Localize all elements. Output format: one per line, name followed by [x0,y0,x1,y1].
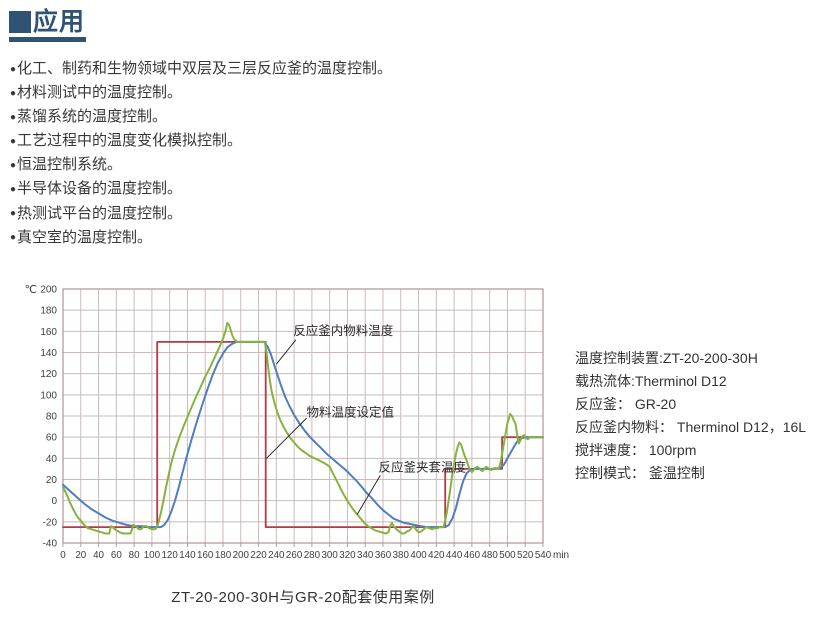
bullet-icon: ● [10,111,17,123]
section-marker-icon [9,11,31,33]
svg-text:80: 80 [129,550,140,561]
svg-text:120: 120 [40,369,57,380]
svg-text:440: 440 [446,550,463,561]
condition-line: 反应釜： GR-20 [575,396,677,412]
condition-line: 温度控制装置:ZT-20-200-30H [575,350,758,366]
svg-text:540: 540 [535,550,552,561]
application-item: ●半导体设备的温度控制。 [10,180,183,198]
svg-text:200: 200 [40,285,57,296]
svg-text:100: 100 [40,390,57,401]
condition-line: 控制模式： 釜温控制 [575,465,705,481]
svg-text:260: 260 [286,550,303,561]
svg-text:160: 160 [197,550,214,561]
svg-text:40: 40 [46,454,58,465]
svg-text:500: 500 [499,550,516,561]
svg-text:360: 360 [375,550,392,561]
svg-text:380: 380 [393,550,410,561]
bullet-icon: ● [10,63,17,75]
svg-text:400: 400 [410,550,427,561]
svg-text:40: 40 [93,550,104,561]
application-item: ●恒温控制系统。 [10,156,123,174]
section-title: 应用 [33,8,86,36]
svg-text:20: 20 [46,475,58,486]
applications-list: ●化工、制药和生物领域中双层及三层反应釜的温度控制。 ●材料测试中的温度控制。 … [10,57,392,250]
bullet-icon: ● [10,208,17,220]
application-item: ●热测试平台的温度控制。 [10,204,183,222]
svg-text:320: 320 [339,550,356,561]
svg-text:160: 160 [40,327,57,338]
test-conditions: 温度控制装置:ZT-20-200-30H 载热流体:Therminol D12 … [575,347,806,485]
svg-text:420: 420 [428,550,445,561]
svg-text:20: 20 [75,550,86,561]
svg-text:反应釜内物料温度: 反应釜内物料温度 [293,323,394,338]
svg-text:0: 0 [60,550,66,561]
application-item: ●真空室的温度控制。 [10,228,153,246]
bullet-icon: ● [10,135,17,147]
svg-text:340: 340 [357,550,374,561]
svg-text:-40: -40 [43,539,58,550]
svg-text:60: 60 [111,550,122,561]
svg-text:100: 100 [144,550,161,561]
svg-text:520: 520 [517,550,534,561]
svg-text:80: 80 [46,412,58,423]
svg-text:280: 280 [304,550,321,561]
condition-line: 搅拌速度： 100rpm [575,442,697,458]
temperature-chart: 0 20 40 60 80 100 120 140 160 180 200 220 240 260 280 3… [25,284,569,561]
svg-text:140: 140 [179,550,196,561]
svg-text:220: 220 [250,550,267,561]
application-item: ●工艺过程中的温度变化模拟控制。 [10,132,243,150]
application-item: ●材料测试中的温度控制。 [10,84,183,102]
svg-text:200: 200 [233,550,250,561]
condition-line: 载热流体:Therminol D12 [575,373,727,389]
svg-text:物料温度设定值: 物料温度设定值 [307,404,395,419]
svg-text:反应釜夹套温度: 反应釜夹套温度 [379,459,467,474]
svg-text:240: 240 [268,550,285,561]
bullet-icon: ● [10,87,17,99]
svg-text:460: 460 [464,550,481,561]
section-header: 应用 [9,9,85,35]
svg-text:120: 120 [161,550,178,561]
svg-text:℃: ℃ [25,284,37,296]
bullet-icon: ● [10,159,17,171]
svg-text:180: 180 [40,306,57,317]
svg-text:480: 480 [481,550,498,561]
svg-text:140: 140 [40,348,57,359]
application-item: ●蒸馏系统的温度控制。 [10,108,168,126]
svg-text:300: 300 [321,550,338,561]
application-item: ●化工、制药和生物领域中双层及三层反应釜的温度控制。 [10,60,393,77]
bullet-icon: ● [10,232,17,244]
chart-caption: ZT-20-200-30H与GR-20配套使用案例 [171,589,435,606]
svg-text:0: 0 [51,496,57,507]
temperature-chart-container: 0 20 40 60 80 100 120 140 160 180 200 220 240 260 280 3… [15,278,585,570]
section-underline [9,37,86,42]
svg-text:-20: -20 [43,517,58,528]
svg-text:60: 60 [46,433,58,444]
svg-text:min: min [553,550,569,561]
svg-text:180: 180 [215,550,232,561]
bullet-icon: ● [10,183,17,195]
condition-line: 反应釜内物料： Therminol D12，16L [575,419,807,435]
